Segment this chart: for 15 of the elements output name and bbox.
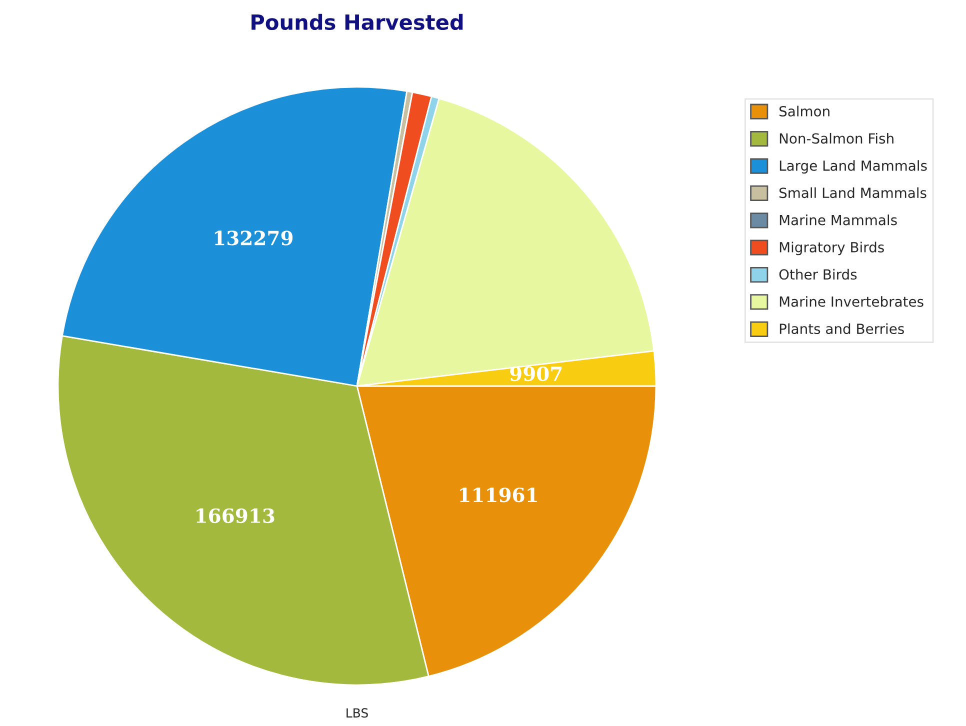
legend-label: Plants and Berries <box>780 323 904 334</box>
data-label: 132279 <box>214 230 293 246</box>
legend-label: Migratory Birds <box>780 242 884 256</box>
legend-label: Small Land Mammals <box>779 187 926 198</box>
chart-title: Pounds Harvested <box>252 14 463 30</box>
data-label: 111961 <box>460 488 537 502</box>
legend-label: Marine Mammals <box>780 214 897 226</box>
legend-label: Other Birds <box>779 268 857 280</box>
legend-label: Salmon <box>779 106 830 117</box>
data-label: 9907 <box>510 366 562 382</box>
legend-label: Marine Invertebrates <box>780 296 924 307</box>
legend-label: Non-Salmon Fish <box>780 132 894 144</box>
legend-label: Large Land Mammals <box>780 160 927 174</box>
data-label: 166913 <box>196 508 274 524</box>
text: LBS <box>346 708 368 718</box>
